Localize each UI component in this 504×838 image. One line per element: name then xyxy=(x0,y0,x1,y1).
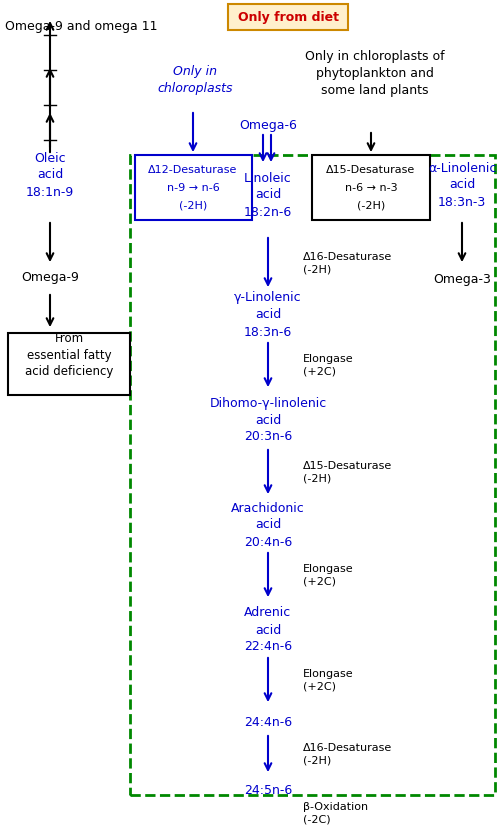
Text: From
essential fatty
acid deficiency: From essential fatty acid deficiency xyxy=(25,332,113,379)
Text: β-Oxidation
(-2C): β-Oxidation (-2C) xyxy=(303,802,368,825)
Text: Δ16-Desaturase
(-2H): Δ16-Desaturase (-2H) xyxy=(303,742,392,765)
Text: n-6 → n-3: n-6 → n-3 xyxy=(345,183,397,193)
Text: Omega-9: Omega-9 xyxy=(21,271,79,283)
Bar xyxy=(130,155,495,795)
Text: Elongase
(+2C): Elongase (+2C) xyxy=(303,354,354,376)
Text: Δ12-Desaturase: Δ12-Desaturase xyxy=(148,165,238,175)
Text: Omega-3: Omega-3 xyxy=(433,273,491,287)
Text: 24:5n-6: 24:5n-6 xyxy=(244,784,292,796)
Bar xyxy=(135,155,252,220)
Bar xyxy=(8,333,130,395)
Text: Only in chloroplasts of
phytoplankton and
some land plants: Only in chloroplasts of phytoplankton an… xyxy=(305,50,445,97)
Text: Oleic
acid
18:1n-9: Oleic acid 18:1n-9 xyxy=(26,152,74,199)
Text: n-9 → n-6: n-9 → n-6 xyxy=(167,183,219,193)
Text: Only in
chloroplasts: Only in chloroplasts xyxy=(157,65,233,95)
Text: Dihomo-γ-linolenic
acid
20:3n-6: Dihomo-γ-linolenic acid 20:3n-6 xyxy=(209,396,327,443)
Bar xyxy=(228,4,348,30)
Text: Linoleic
acid
18:2n-6: Linoleic acid 18:2n-6 xyxy=(244,172,292,219)
Text: Only from diet: Only from diet xyxy=(237,11,339,23)
Text: Δ15-Desaturase: Δ15-Desaturase xyxy=(327,165,416,175)
Text: (-2H): (-2H) xyxy=(179,200,207,210)
Text: Omega-9 and omega 11: Omega-9 and omega 11 xyxy=(5,20,157,33)
Text: Δ16-Desaturase
(-2H): Δ16-Desaturase (-2H) xyxy=(303,251,392,274)
Text: Elongase
(+2C): Elongase (+2C) xyxy=(303,669,354,691)
Text: α-Linolenic
acid
18:3n-3: α-Linolenic acid 18:3n-3 xyxy=(428,162,496,209)
Text: (-2H): (-2H) xyxy=(357,200,385,210)
Text: Adrenic
acid
22:4n-6: Adrenic acid 22:4n-6 xyxy=(244,607,292,654)
Text: Elongase
(+2C): Elongase (+2C) xyxy=(303,564,354,587)
Text: Δ15-Desaturase
(-2H): Δ15-Desaturase (-2H) xyxy=(303,461,392,484)
Text: γ-Linolenic
acid
18:3n-6: γ-Linolenic acid 18:3n-6 xyxy=(234,292,302,339)
Text: 24:4n-6: 24:4n-6 xyxy=(244,716,292,728)
Text: Omega-6: Omega-6 xyxy=(239,118,297,132)
Text: Arachidonic
acid
20:4n-6: Arachidonic acid 20:4n-6 xyxy=(231,501,305,549)
Bar xyxy=(312,155,430,220)
